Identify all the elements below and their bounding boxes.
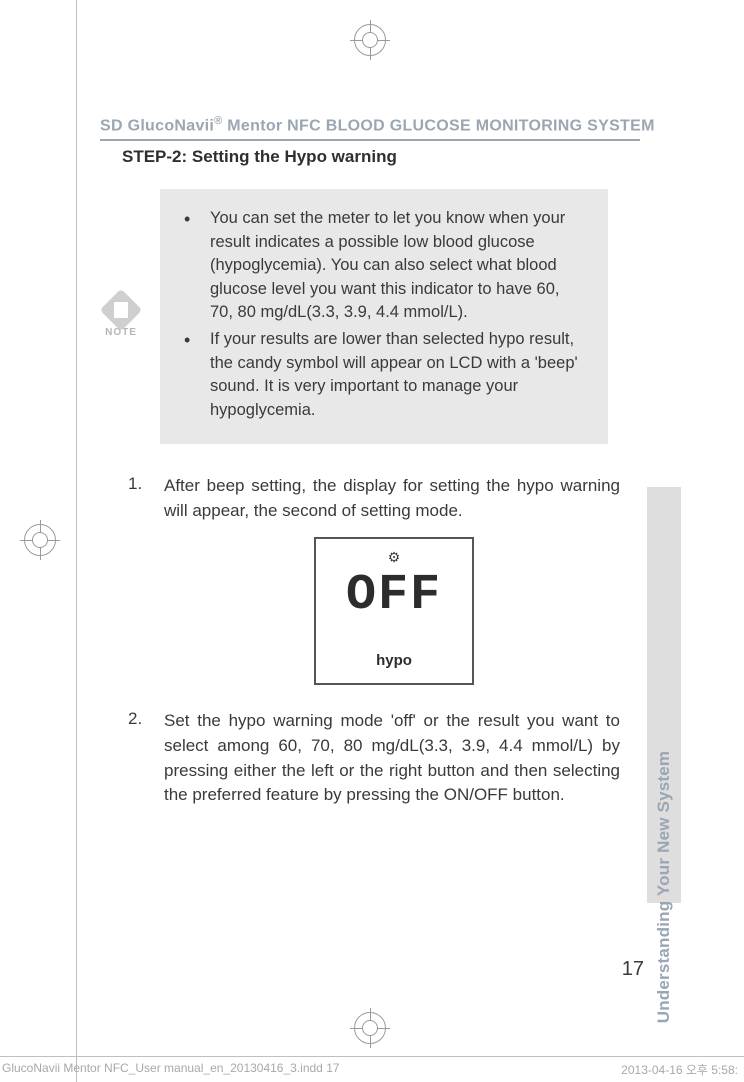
lcd-hypo-text: hypo bbox=[316, 652, 472, 669]
imposition-footer: GlucoNavii Mentor NFC_User manual_en_201… bbox=[0, 1061, 744, 1078]
step-number: 2. bbox=[128, 709, 146, 808]
header-rule bbox=[100, 139, 640, 141]
gear-icon: ⚙ bbox=[388, 549, 401, 566]
note-bullet: You can set the meter to let you know wh… bbox=[174, 207, 586, 324]
registration-mark-left bbox=[20, 520, 60, 560]
lcd-off-text: OFF bbox=[316, 567, 472, 624]
crop-mark-hline-bottom bbox=[0, 1056, 744, 1057]
step-item: 2. Set the hypo warning mode 'off' or th… bbox=[128, 709, 660, 808]
registered-mark: ® bbox=[214, 115, 222, 127]
registration-mark-top bbox=[350, 20, 390, 60]
note-block: NOTE You can set the meter to let you kn… bbox=[100, 189, 660, 444]
note-bullet: If your results are lower than selected … bbox=[174, 328, 586, 422]
page-body: SD GlucoNavii® Mentor NFC BLOOD GLUCOSE … bbox=[100, 115, 660, 818]
product-name: SD GlucoNavii bbox=[100, 117, 214, 134]
lcd-illustration: ⚙ OFF hypo bbox=[314, 537, 474, 685]
registration-mark-bottom bbox=[350, 1008, 390, 1048]
note-icon bbox=[106, 295, 136, 325]
note-icon-wrap: NOTE bbox=[100, 295, 142, 338]
page-header: SD GlucoNavii® Mentor NFC BLOOD GLUCOSE … bbox=[100, 115, 660, 135]
ordered-steps: 1. After beep setting, the display for s… bbox=[100, 474, 660, 808]
step-text: After beep setting, the display for sett… bbox=[164, 474, 620, 523]
step-text: Set the hypo warning mode 'off' or the r… bbox=[164, 709, 620, 808]
note-box: You can set the meter to let you know wh… bbox=[160, 189, 608, 444]
step-item: 1. After beep setting, the display for s… bbox=[128, 474, 660, 523]
crop-mark-vline-left bbox=[76, 0, 77, 1082]
product-tail: Mentor NFC BLOOD GLUCOSE MONITORING SYST… bbox=[223, 117, 655, 134]
step-number: 1. bbox=[128, 474, 146, 523]
footer-left: GlucoNavii Mentor NFC_User manual_en_201… bbox=[2, 1061, 340, 1078]
page-number: 17 bbox=[622, 958, 644, 981]
footer-right: 2013-04-16 오후 5:58: bbox=[621, 1061, 738, 1078]
step-title: STEP-2: Setting the Hypo warning bbox=[122, 147, 660, 167]
